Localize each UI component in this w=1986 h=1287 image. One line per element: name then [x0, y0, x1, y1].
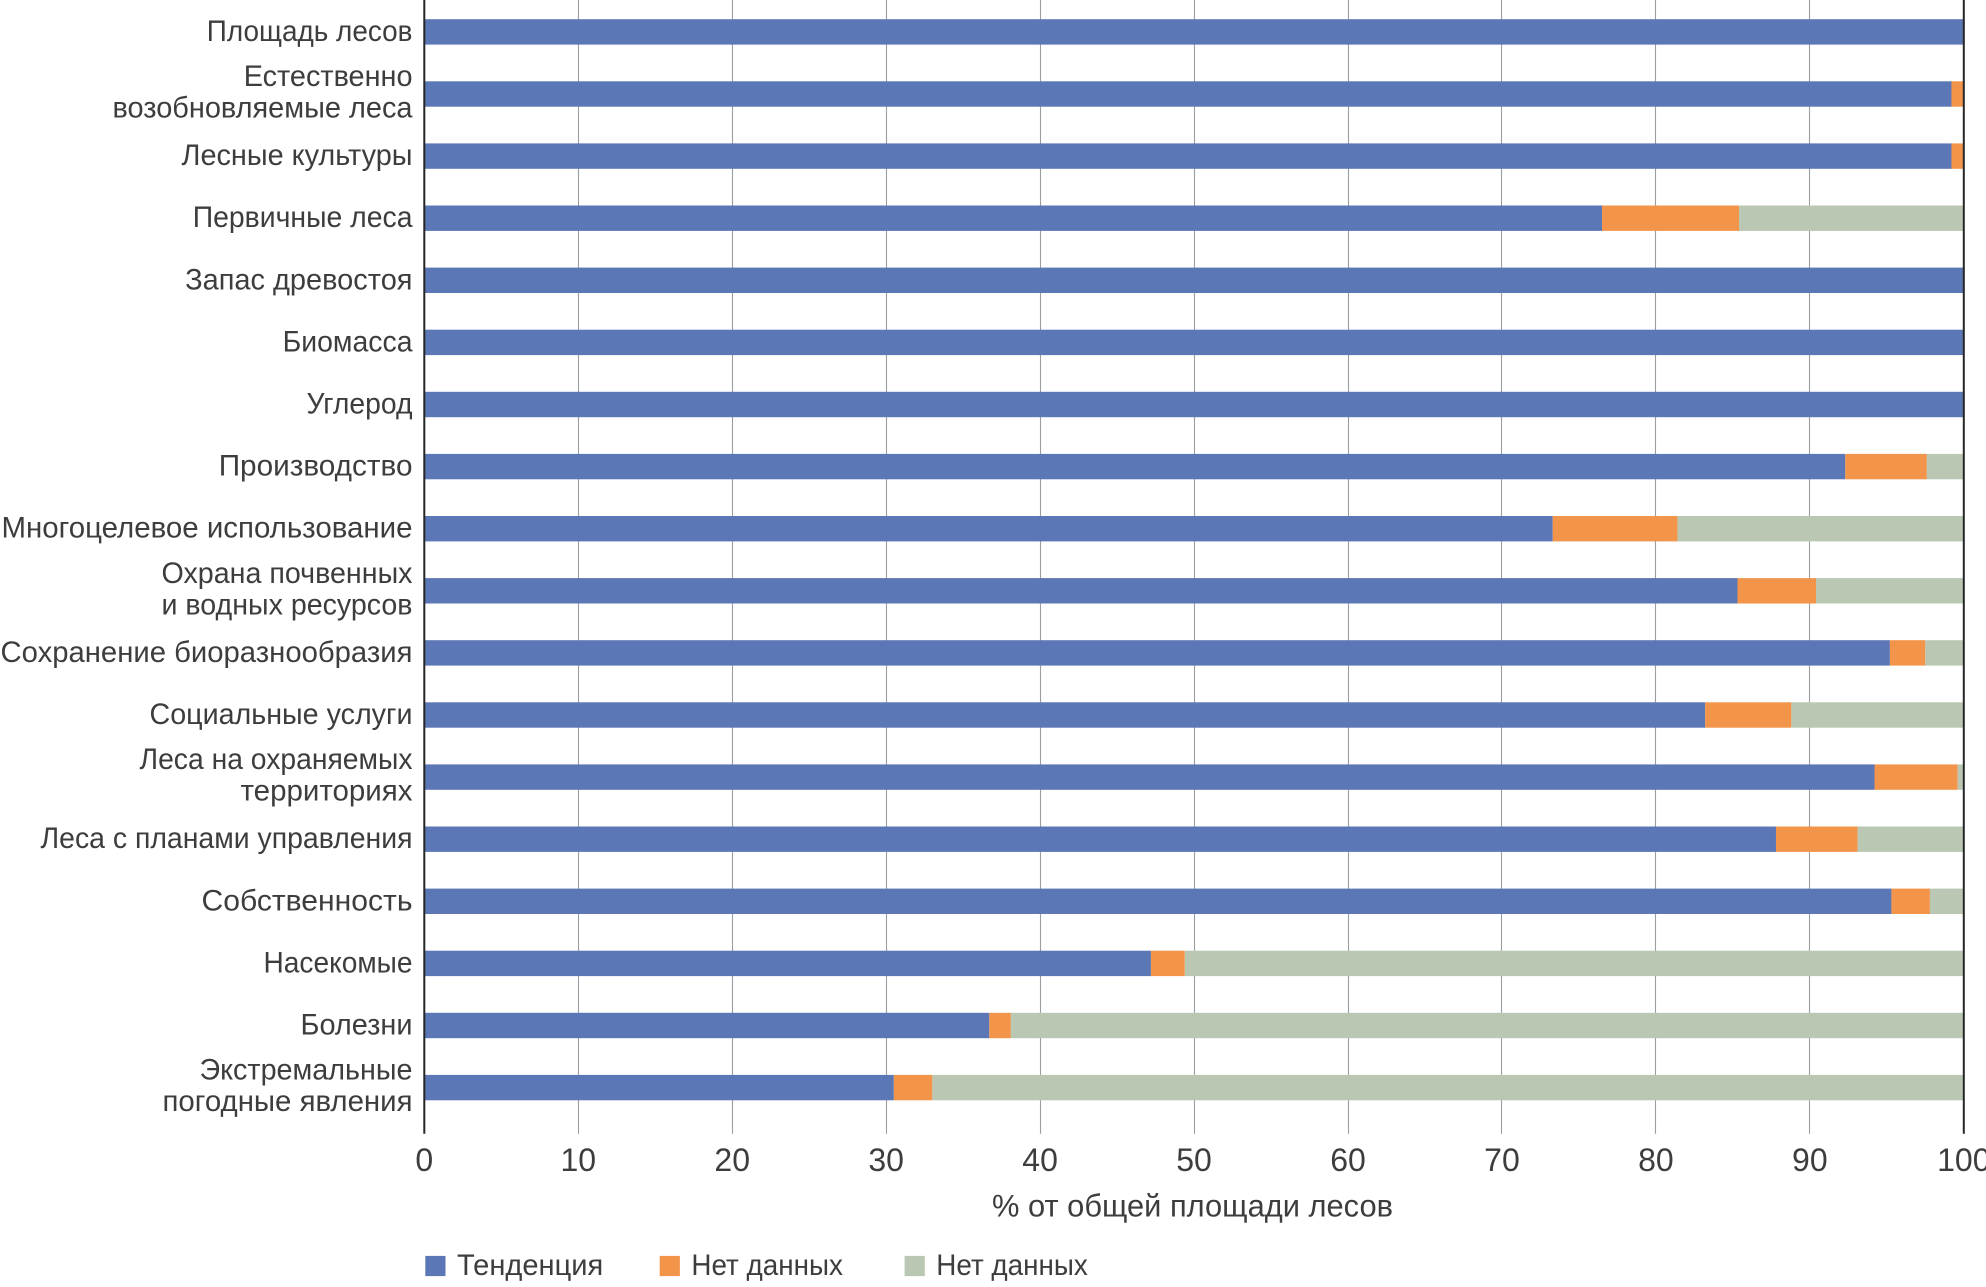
svg-text:60: 60 [1330, 1142, 1366, 1178]
svg-text:Углерод: Углерод [307, 388, 413, 421]
svg-text:погодные явления: погодные явления [163, 1085, 413, 1118]
svg-text:90: 90 [1792, 1142, 1828, 1178]
svg-text:Нет данных: Нет данных [936, 1249, 1088, 1282]
svg-text:Социальные услуги: Социальные услуги [150, 698, 413, 731]
svg-text:Тенденция: Тенденция [457, 1249, 603, 1282]
svg-text:Собственность: Собственность [202, 884, 413, 917]
svg-text:Лесные культуры: Лесные культуры [182, 139, 413, 172]
svg-text:Площадь лесов: Площадь лесов [207, 15, 413, 48]
svg-text:80: 80 [1638, 1142, 1674, 1178]
svg-text:Первичные леса: Первичные леса [193, 201, 413, 234]
svg-text:50: 50 [1176, 1142, 1212, 1178]
svg-text:Нет данных: Нет данных [691, 1249, 843, 1282]
svg-text:40: 40 [1022, 1142, 1058, 1178]
svg-text:Охрана почвенных: Охрана почвенных [162, 557, 413, 590]
svg-text:Биомасса: Биомасса [283, 325, 413, 358]
svg-text:% от общей площади лесов: % от общей площади лесов [992, 1188, 1393, 1224]
svg-text:Насекомые: Насекомые [264, 946, 413, 979]
svg-text:30: 30 [868, 1142, 904, 1178]
svg-text:Запас древостоя: Запас древостоя [185, 263, 412, 296]
svg-text:Многоцелевое использование: Многоцелевое использование [2, 512, 413, 545]
svg-text:Производство: Производство [219, 450, 413, 483]
svg-text:Болезни: Болезни [301, 1009, 413, 1042]
svg-text:10: 10 [560, 1142, 596, 1178]
svg-text:100: 100 [1937, 1142, 1986, 1178]
svg-text:и водных ресурсов: и водных ресурсов [162, 588, 413, 621]
svg-text:Сохранение биоразнообразия: Сохранение биоразнообразия [1, 636, 413, 669]
svg-text:возобновляемые леса: возобновляемые леса [113, 92, 413, 125]
svg-text:20: 20 [714, 1142, 750, 1178]
svg-text:Леса на охраняемых: Леса на охраняемых [140, 743, 413, 776]
svg-text:Экстремальные: Экстремальные [200, 1054, 413, 1087]
svg-text:0: 0 [415, 1142, 433, 1178]
svg-text:Леса с планами управления: Леса с планами управления [41, 822, 413, 855]
svg-text:Естественно: Естественно [244, 60, 413, 93]
svg-text:территориях: территориях [241, 775, 413, 808]
svg-text:70: 70 [1484, 1142, 1520, 1178]
